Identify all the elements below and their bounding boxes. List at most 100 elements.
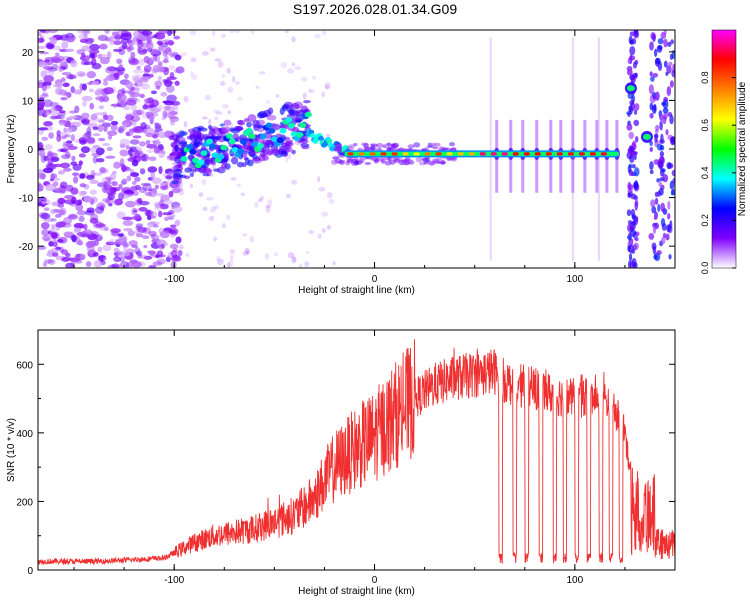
line-spread bbox=[407, 144, 415, 149]
noise-blob bbox=[40, 30, 46, 34]
noise-blob bbox=[42, 262, 48, 268]
noise-blob bbox=[119, 158, 125, 166]
noise-blob bbox=[78, 160, 83, 166]
line-spread bbox=[384, 160, 392, 166]
steady-line-peak bbox=[567, 152, 574, 156]
noise-blob bbox=[178, 244, 184, 250]
noise-blob bbox=[120, 180, 126, 186]
noise-blob bbox=[74, 199, 83, 206]
noise-blob bbox=[38, 94, 50, 98]
noise-blob bbox=[144, 209, 154, 217]
right-noise-blob bbox=[629, 55, 636, 61]
colorbar-tick-label: 0.2 bbox=[700, 214, 710, 227]
noise-blob bbox=[81, 30, 90, 36]
noise-blob bbox=[183, 95, 189, 103]
noise-blob bbox=[43, 207, 50, 212]
noise-blob bbox=[151, 234, 160, 241]
noise-blob bbox=[70, 121, 82, 128]
noise-blob bbox=[236, 183, 242, 188]
noise-blob bbox=[132, 135, 142, 139]
noise-blob bbox=[76, 232, 85, 236]
noise-blob bbox=[94, 96, 105, 101]
noise-blob bbox=[148, 56, 158, 63]
noise-blob bbox=[274, 252, 279, 257]
steady-line-peak bbox=[358, 152, 365, 156]
rising-tone-peak bbox=[285, 117, 293, 123]
steady-line-peak bbox=[369, 152, 376, 156]
noise-blob bbox=[146, 143, 158, 149]
steady-line-peak bbox=[490, 152, 497, 156]
x-tick-label: 0 bbox=[372, 575, 378, 586]
right-noise-blob bbox=[628, 184, 634, 191]
noise-blob bbox=[129, 172, 140, 177]
right-noise-blob bbox=[632, 140, 636, 148]
noise-blob bbox=[55, 246, 62, 251]
right-noise-blob bbox=[628, 105, 633, 113]
noise-blob bbox=[89, 43, 100, 51]
noise-blob bbox=[52, 181, 59, 187]
noise-blob bbox=[139, 200, 150, 206]
noise-blob bbox=[92, 144, 101, 149]
right-noise-blob bbox=[666, 162, 672, 170]
right-noise-blob bbox=[628, 131, 635, 140]
noise-blob bbox=[117, 233, 124, 237]
right-noise-blob bbox=[657, 203, 661, 213]
line-spread bbox=[423, 161, 430, 165]
noise-blob bbox=[132, 68, 144, 74]
right-noise-blob bbox=[628, 163, 633, 169]
noise-blob bbox=[148, 264, 157, 268]
noise-blob bbox=[73, 259, 83, 264]
right-noise-blob bbox=[669, 80, 674, 88]
snr-frame bbox=[37, 329, 676, 571]
noise-blob bbox=[221, 223, 227, 229]
steady-line-peak bbox=[457, 152, 464, 156]
right-noise-blob bbox=[655, 57, 661, 65]
noise-blob bbox=[72, 163, 82, 171]
noise-blob bbox=[57, 238, 64, 243]
noise-blob bbox=[134, 99, 141, 103]
noise-blob bbox=[152, 187, 158, 194]
noise-blob bbox=[99, 166, 106, 174]
snr-plot-area bbox=[38, 339, 675, 566]
steady-line-peak bbox=[446, 152, 453, 156]
right-noise-blob bbox=[654, 48, 658, 57]
noise-blob bbox=[190, 70, 194, 77]
noise-blob bbox=[119, 236, 127, 242]
faint-streak bbox=[571, 37, 574, 261]
noise-blob bbox=[150, 90, 157, 95]
noise-blob bbox=[89, 116, 100, 123]
noise-blob bbox=[117, 126, 127, 132]
noise-blob bbox=[216, 256, 221, 262]
noise-blob bbox=[139, 36, 148, 42]
noise-blob bbox=[68, 74, 74, 80]
noise-blob bbox=[301, 76, 308, 82]
noise-blob bbox=[326, 191, 333, 199]
noise-blob bbox=[38, 127, 49, 131]
rising-tone-blob bbox=[303, 100, 311, 104]
noise-blob bbox=[250, 30, 255, 35]
right-noise-blob bbox=[667, 41, 672, 47]
noise-blob bbox=[212, 30, 216, 36]
rising-tone-peak bbox=[290, 131, 298, 137]
noise-blob bbox=[53, 105, 63, 112]
noise-blob bbox=[97, 137, 106, 142]
noise-blob bbox=[58, 110, 66, 114]
right-noise-blob bbox=[632, 61, 638, 69]
noise-blob bbox=[91, 62, 102, 70]
noise-blob bbox=[213, 236, 217, 242]
steady-line-peak bbox=[468, 152, 475, 156]
spectrogram-area bbox=[38, 30, 675, 268]
noise-blob bbox=[135, 250, 143, 256]
rising-tone-peak bbox=[208, 143, 216, 150]
transition-blob bbox=[309, 133, 316, 139]
noise-blob bbox=[154, 123, 162, 129]
rising-tone-peak bbox=[296, 131, 304, 138]
noise-blob bbox=[121, 30, 127, 34]
noise-blob bbox=[60, 162, 71, 169]
rising-tone-peak bbox=[211, 152, 219, 158]
line-spread bbox=[405, 156, 411, 162]
noise-blob bbox=[259, 196, 264, 201]
noise-blob bbox=[122, 241, 128, 248]
noise-blob bbox=[83, 195, 92, 204]
rising-tone-blob bbox=[247, 114, 257, 122]
